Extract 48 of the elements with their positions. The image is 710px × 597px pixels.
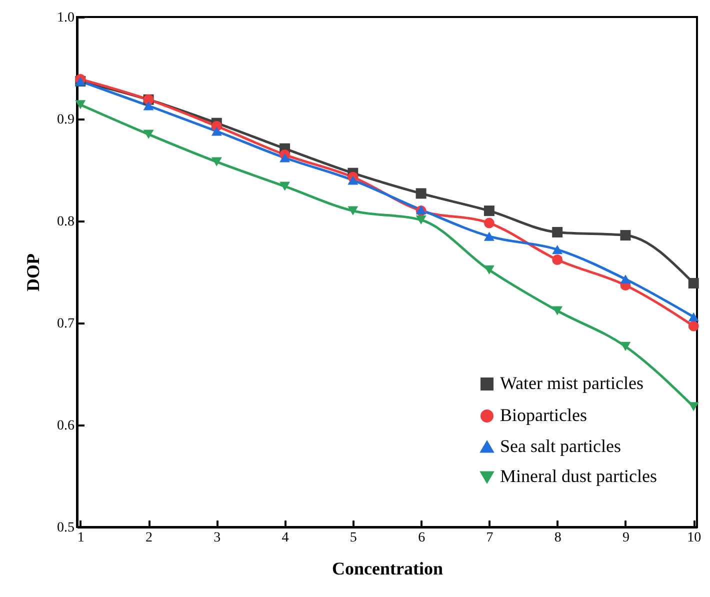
y-tick-label: 0.5 [57,520,74,536]
y-tick-label: 0.6 [57,418,74,434]
x-tick-label: 4 [282,530,289,546]
y-tick-label: 0.7 [57,316,74,332]
x-tick-label: 8 [554,530,562,546]
x-tick-label: 2 [146,530,153,546]
legend-label: Water mist particles [500,373,644,393]
point [620,230,631,241]
legend-label: Mineral dust particles [500,466,657,486]
point [75,100,86,110]
x-tick-label: 5 [350,530,357,546]
point [620,342,631,351]
y-tick-label: 0.9 [57,112,74,128]
point [211,157,222,166]
y-axis-title: DOP [23,254,43,292]
point [688,312,699,322]
point [143,101,154,110]
y-tick-label: 1.0 [57,10,74,26]
point [552,254,563,265]
x-tick-label: 10 [687,530,702,546]
point [552,245,563,254]
point [280,182,290,191]
point [348,176,358,185]
point [552,226,563,238]
y-tick-label: 0.8 [57,214,74,230]
point [280,153,290,162]
point [484,232,494,241]
point [416,215,426,225]
x-tick-label: 1 [77,530,84,546]
point [484,265,494,274]
point [211,126,222,136]
point [688,402,699,412]
point [416,188,426,199]
point [484,206,494,216]
x-tick-label: 9 [622,530,630,546]
point [620,274,631,284]
point [484,218,494,228]
point [348,206,358,216]
legend-label: Bioparticles [500,405,587,425]
x-tick-label: 7 [486,530,494,546]
point [143,130,154,139]
x-tick-label: 6 [418,530,426,546]
x-axis-title: Concentration [332,558,443,578]
point [688,278,699,288]
legend-label: Sea salt particles [500,436,621,456]
point [552,306,563,316]
point [688,320,699,332]
x-tick-label: 3 [214,530,221,546]
